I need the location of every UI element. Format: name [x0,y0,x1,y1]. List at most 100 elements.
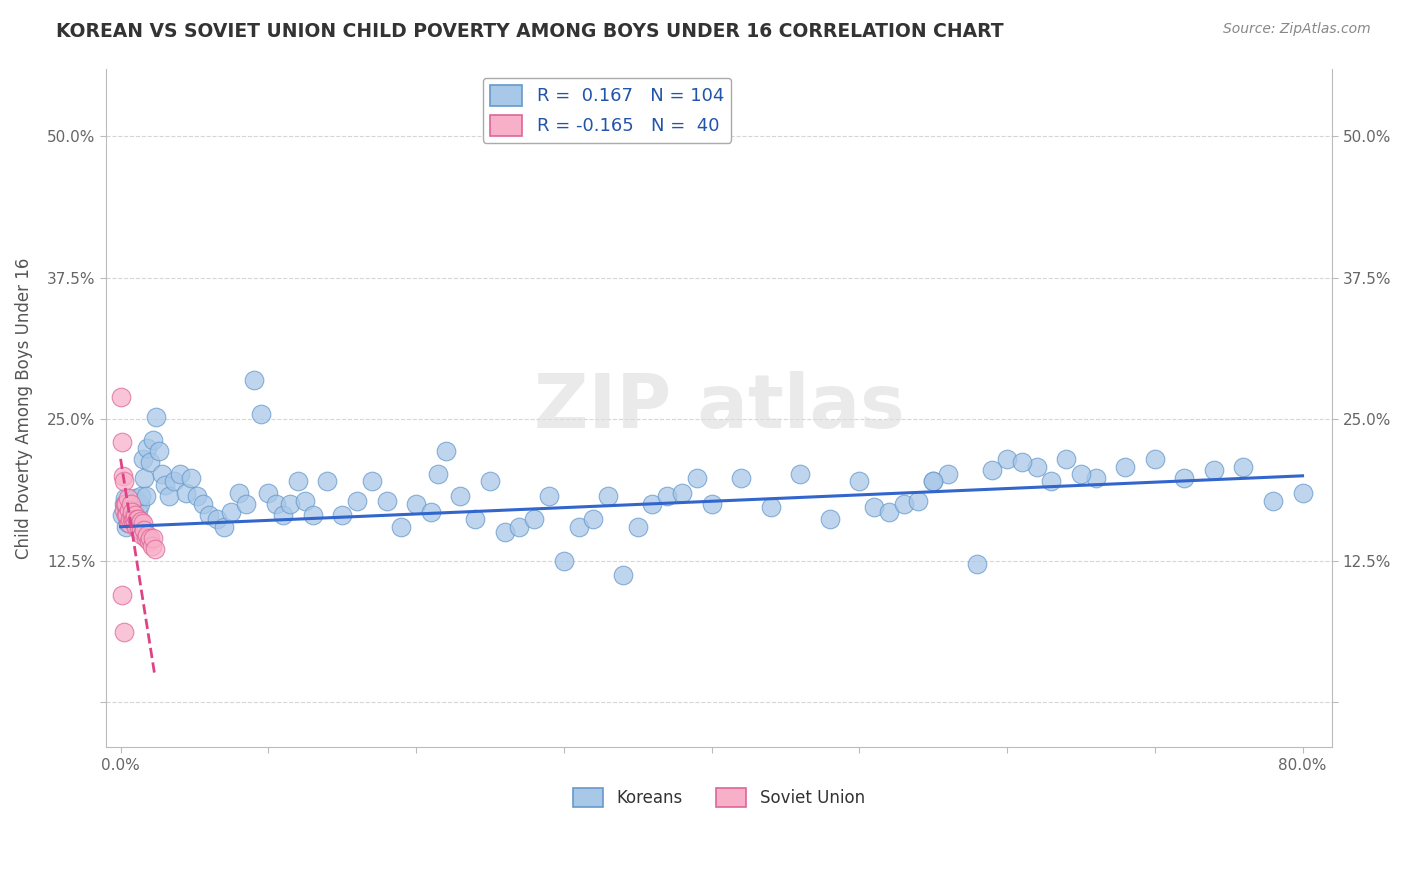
Point [121,505,143,519]
Point [122,512,145,526]
Point [700,497,723,511]
Point [150,467,173,481]
Point [112,624,135,639]
Point [114,491,136,506]
Point [148,444,170,458]
Point [907,493,929,508]
Point [180,471,202,485]
Point [966,557,988,571]
Point [120,497,142,511]
Point [142,531,165,545]
Point [127,516,149,531]
Point [360,475,382,489]
Point [730,471,752,485]
Point [132,451,155,466]
Point [1114,459,1136,474]
Point [478,475,501,489]
Point [117,491,139,506]
Point [250,407,273,421]
Point [134,523,156,537]
Point [1025,459,1047,474]
Point [419,505,441,519]
Point [537,489,560,503]
Point [863,500,886,515]
Point [346,493,368,508]
Point [375,493,398,508]
Point [789,467,811,481]
Point [818,512,841,526]
Point [124,491,146,506]
Point [124,516,146,531]
Point [205,512,228,526]
Point [128,497,150,511]
Point [115,497,138,511]
Point [135,531,157,545]
Text: Source: ZipAtlas.com: Source: ZipAtlas.com [1223,22,1371,37]
Point [120,497,142,511]
Point [121,512,143,526]
Point [848,475,870,489]
Y-axis label: Child Poverty Among Boys Under 16: Child Poverty Among Boys Under 16 [15,257,32,558]
Point [128,523,150,537]
Point [1202,463,1225,477]
Point [153,478,176,492]
Point [135,489,157,503]
Point [127,512,149,526]
Point [877,505,900,519]
Point [671,485,693,500]
Point [612,568,634,582]
Point [228,485,250,500]
Point [134,471,156,485]
Point [142,433,165,447]
Point [139,455,162,469]
Point [110,390,132,404]
Point [132,516,155,531]
Point [1173,471,1195,485]
Point [118,502,141,516]
Point [922,475,945,489]
Point [125,512,148,526]
Point [1070,467,1092,481]
Point [242,373,264,387]
Point [111,588,134,602]
Point [449,489,471,503]
Point [1232,459,1254,474]
Point [389,519,412,533]
Point [128,516,150,531]
Point [271,508,294,523]
Point [139,531,162,545]
Point [129,489,152,503]
Point [136,527,159,541]
Point [627,519,650,533]
Point [117,516,139,531]
Point [893,497,915,511]
Point [169,467,191,481]
Point [434,444,457,458]
Point [114,497,136,511]
Point [121,508,143,523]
Point [494,525,516,540]
Point [129,514,152,528]
Point [115,508,138,523]
Point [427,467,450,481]
Point [136,441,159,455]
Point [464,512,486,526]
Point [145,409,167,424]
Point [122,514,145,528]
Point [118,516,141,531]
Point [1261,493,1284,508]
Point [125,512,148,526]
Point [221,505,243,519]
Point [1143,451,1166,466]
Point [568,519,591,533]
Point [127,502,149,516]
Point [264,497,287,511]
Point [1084,471,1107,485]
Point [157,489,180,503]
Point [112,475,135,489]
Point [287,475,309,489]
Point [657,489,679,503]
Point [235,497,257,511]
Point [118,500,141,515]
Point [294,493,316,508]
